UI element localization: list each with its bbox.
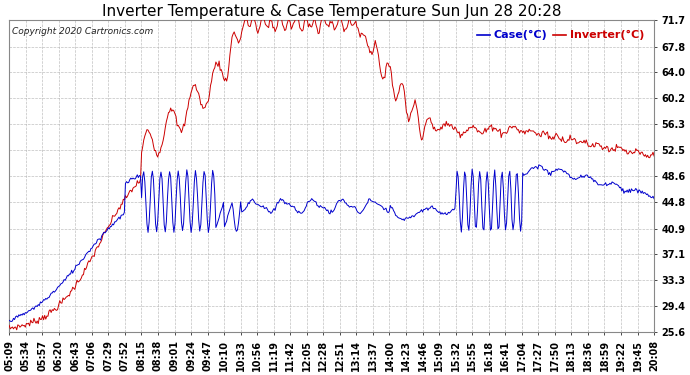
Legend: Case(°C), Inverter(°C): Case(°C), Inverter(°C) — [473, 26, 649, 45]
Title: Inverter Temperature & Case Temperature Sun Jun 28 20:28: Inverter Temperature & Case Temperature … — [102, 4, 562, 19]
Text: Copyright 2020 Cartronics.com: Copyright 2020 Cartronics.com — [12, 27, 154, 36]
